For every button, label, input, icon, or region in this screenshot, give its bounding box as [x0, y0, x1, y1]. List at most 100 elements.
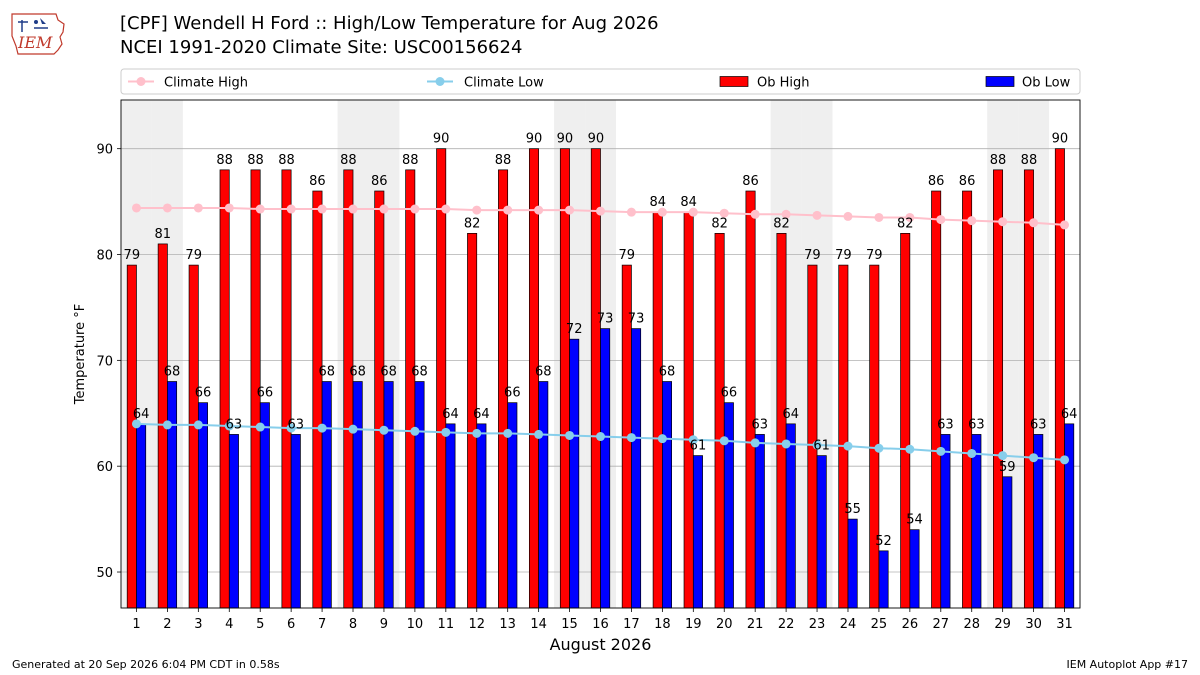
x-tick-label: 8 — [349, 617, 357, 632]
ob-high-label: 90 — [1052, 132, 1069, 147]
ob-high-label: 79 — [124, 248, 141, 263]
ob-low-bar — [909, 529, 920, 609]
ob-high-label: 88 — [247, 153, 264, 168]
ob-low-bar — [414, 381, 425, 609]
x-tick-label: 4 — [225, 617, 233, 632]
ob-high-bar — [807, 264, 818, 609]
x-tick-label: 2 — [163, 617, 171, 632]
ob-high-label: 82 — [464, 216, 481, 231]
ob-high-label: 86 — [959, 174, 976, 189]
iem-logo: IEM — [11, 13, 65, 55]
ob-high-label: 84 — [680, 195, 697, 210]
ob-low-label: 72 — [566, 322, 583, 337]
x-tick-label: 13 — [499, 617, 516, 632]
climate-high-point — [1029, 218, 1039, 228]
climate-high-point — [255, 204, 265, 214]
climate-high-point — [410, 204, 420, 214]
ob-low-label: 73 — [597, 312, 614, 327]
climate-low-point — [719, 436, 729, 446]
legend-climate-high-marker — [136, 77, 146, 86]
ob-high-bar — [436, 148, 447, 609]
climate-high-point — [1060, 220, 1070, 230]
climate-low-point — [688, 435, 698, 445]
climate-low-point — [781, 439, 791, 449]
climate-high-point — [503, 205, 513, 215]
climate-low-point — [503, 428, 513, 438]
climate-high-point — [534, 205, 544, 215]
ob-low-label: 68 — [535, 365, 552, 380]
ob-high-label: 88 — [402, 153, 419, 168]
ob-high-label: 79 — [835, 248, 852, 263]
ob-high-label: 86 — [928, 174, 945, 189]
y-tick-label: 90 — [96, 143, 113, 158]
climate-low-point — [224, 421, 234, 431]
ob-high-label: 90 — [557, 132, 574, 147]
climate-low-point — [750, 438, 760, 448]
climate-high-point — [348, 204, 358, 214]
ob-low-bar — [136, 423, 147, 609]
y-axis-label: Temperature °F — [73, 304, 88, 405]
ob-high-label: 79 — [185, 248, 202, 263]
x-tick-label: 25 — [871, 617, 888, 632]
climate-low-point — [812, 440, 822, 450]
climate-low-point — [379, 425, 389, 435]
ob-low-label: 61 — [813, 439, 830, 454]
climate-high-point — [317, 204, 327, 214]
ob-high-label: 81 — [154, 227, 171, 242]
climate-high-point — [874, 212, 884, 222]
climate-low-point — [534, 429, 544, 439]
ob-high-label: 82 — [773, 216, 790, 231]
ob-high-label: 88 — [1021, 153, 1038, 168]
ob-low-bar — [352, 381, 363, 609]
x-tick-label: 6 — [287, 617, 295, 632]
ob-high-label: 86 — [309, 174, 326, 189]
x-tick-label: 18 — [654, 617, 671, 632]
climate-low-point — [162, 420, 172, 430]
ob-high-label: 90 — [433, 132, 450, 147]
x-tick-label: 26 — [902, 617, 919, 632]
legend-ob-high-swatch — [719, 76, 749, 87]
climate-low-point — [1060, 455, 1070, 465]
ob-high-bar — [993, 169, 1004, 609]
ob-low-label: 63 — [937, 417, 954, 432]
ob-low-label: 66 — [257, 386, 274, 401]
ob-low-bar — [259, 402, 270, 609]
ob-high-bar — [405, 169, 416, 609]
ob-low-bar — [538, 381, 549, 609]
x-tick-label: 10 — [407, 617, 424, 632]
ob-low-bar — [847, 518, 858, 609]
ob-low-label: 63 — [1030, 417, 1047, 432]
legend-climate-low-marker — [435, 77, 445, 86]
ob-low-bar — [197, 402, 208, 609]
ob-high-bar — [869, 264, 880, 609]
ob-low-bar — [631, 328, 642, 609]
x-axis-label: August 2026 — [550, 635, 652, 654]
ob-low-bar — [476, 423, 487, 609]
ob-low-label: 73 — [628, 312, 645, 327]
legend-ob-low-label: Ob Low — [1022, 76, 1071, 91]
ob-low-bar — [971, 434, 982, 609]
x-tick-label: 14 — [530, 617, 547, 632]
ob-low-bar — [1002, 476, 1013, 609]
ob-high-label: 82 — [711, 216, 728, 231]
y-tick-label: 50 — [96, 566, 113, 581]
ob-low-label: 63 — [226, 417, 243, 432]
climate-high-point — [781, 209, 791, 219]
ob-low-bar — [1064, 423, 1075, 609]
climate-low-point — [843, 441, 853, 451]
x-tick-label: 19 — [685, 617, 702, 632]
climate-high-point — [565, 205, 575, 215]
ob-high-label: 88 — [495, 153, 512, 168]
climate-high-point — [998, 217, 1008, 227]
y-tick-label: 60 — [96, 460, 113, 475]
climate-high-point — [441, 204, 451, 214]
climate-low-point — [936, 446, 946, 456]
ob-low-bar — [940, 434, 951, 609]
x-tick-label: 23 — [809, 617, 826, 632]
ob-low-bar — [723, 402, 734, 609]
ob-low-label: 63 — [752, 417, 769, 432]
x-tick-label: 28 — [963, 617, 980, 632]
climate-low-point — [193, 420, 203, 430]
ob-low-bar — [321, 381, 332, 609]
